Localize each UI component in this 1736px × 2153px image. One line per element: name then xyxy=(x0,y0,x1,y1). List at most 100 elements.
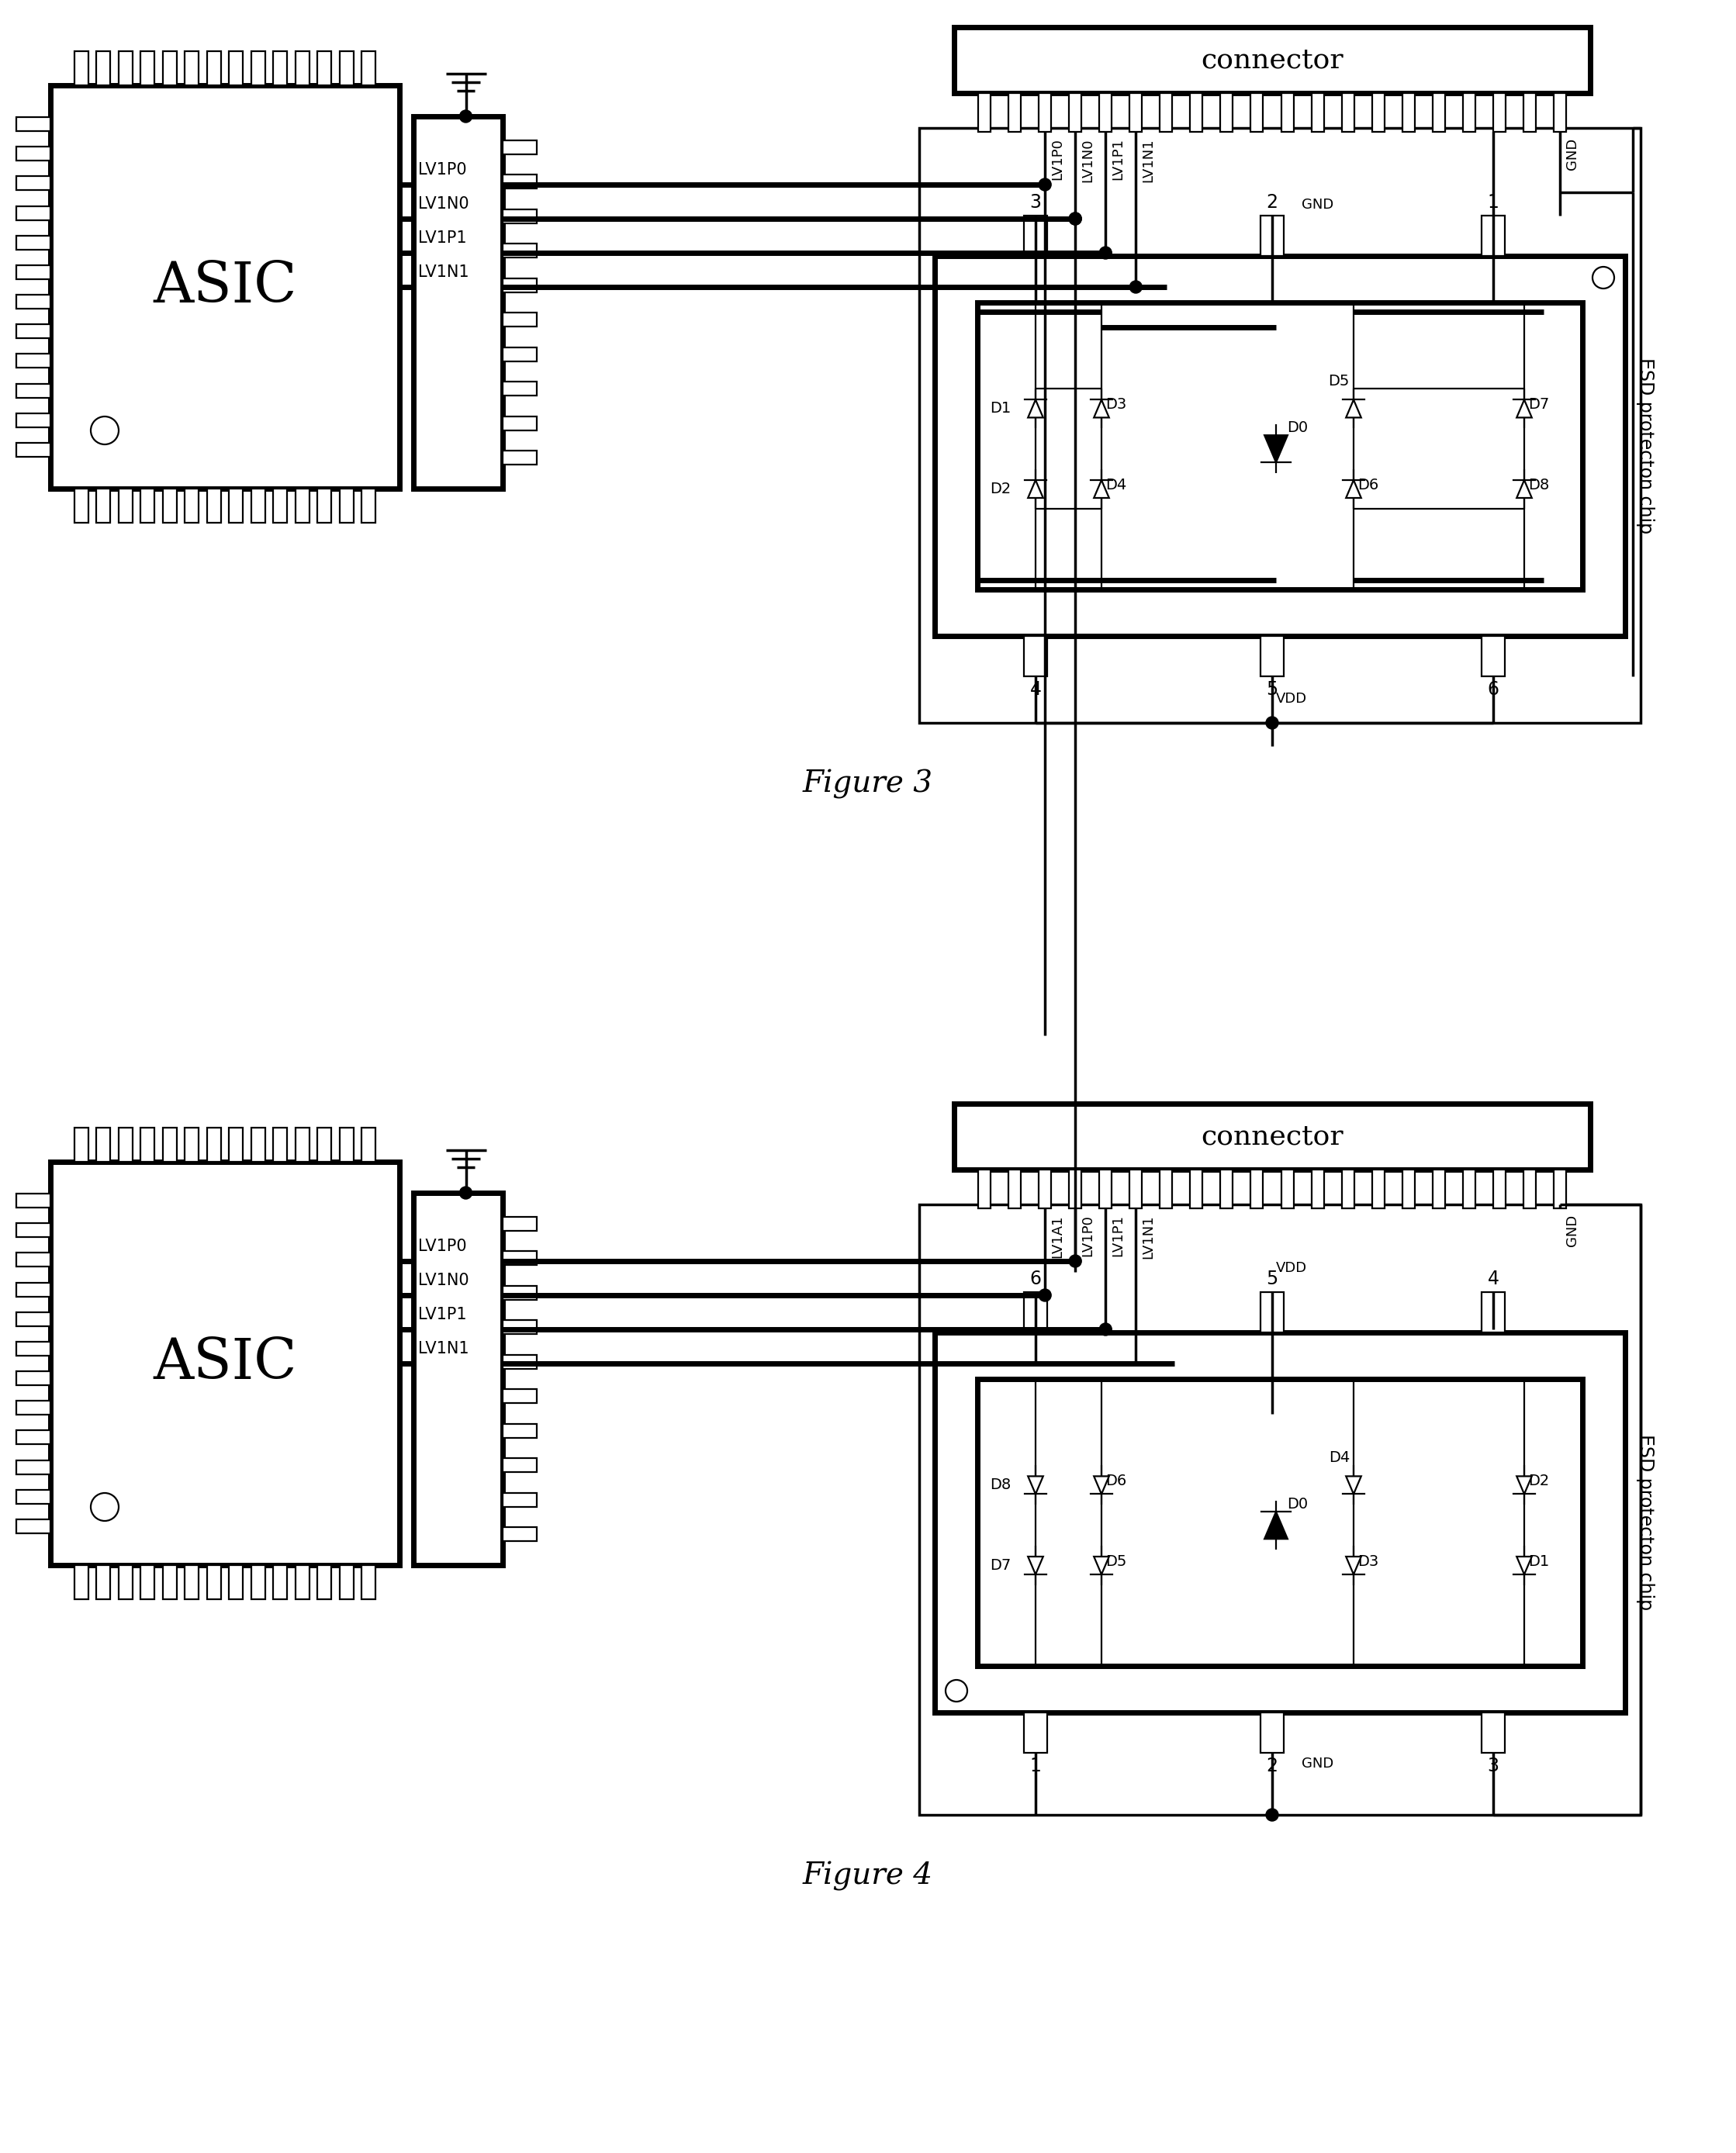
Bar xyxy=(75,52,89,86)
Bar xyxy=(141,1565,155,1600)
Circle shape xyxy=(1266,1809,1278,1821)
Text: GND: GND xyxy=(1302,198,1333,211)
Bar xyxy=(252,1128,266,1163)
Bar xyxy=(141,1128,155,1163)
Text: LV1N1: LV1N1 xyxy=(1141,1214,1154,1260)
Text: 4: 4 xyxy=(1029,680,1042,700)
Bar xyxy=(1260,1712,1283,1753)
Text: D5: D5 xyxy=(1106,1554,1127,1570)
Bar xyxy=(252,489,266,523)
Circle shape xyxy=(460,1186,472,1199)
Text: connector: connector xyxy=(1201,47,1344,73)
Bar xyxy=(977,1169,991,1208)
Bar xyxy=(918,127,1641,723)
Bar xyxy=(503,1458,536,1473)
Bar xyxy=(1160,1169,1172,1208)
Circle shape xyxy=(1038,1290,1052,1300)
Text: D4: D4 xyxy=(1106,478,1127,493)
Bar xyxy=(1009,93,1021,131)
Bar xyxy=(273,1128,286,1163)
Bar xyxy=(16,207,50,220)
Bar xyxy=(16,265,50,280)
Bar xyxy=(503,1251,536,1266)
Bar xyxy=(413,1193,503,1565)
Bar xyxy=(252,52,266,86)
Bar xyxy=(273,1565,286,1600)
Text: LV1P1: LV1P1 xyxy=(1111,138,1125,181)
Bar xyxy=(252,1565,266,1600)
Circle shape xyxy=(946,1679,967,1701)
Bar xyxy=(318,52,332,86)
Bar xyxy=(229,1565,243,1600)
Polygon shape xyxy=(1264,1511,1288,1539)
Bar xyxy=(16,235,50,250)
Bar xyxy=(1191,1169,1203,1208)
Bar xyxy=(16,444,50,456)
Bar xyxy=(503,1216,536,1232)
Text: D2: D2 xyxy=(990,482,1010,497)
Bar xyxy=(1403,93,1415,131)
Polygon shape xyxy=(1345,1477,1361,1494)
Bar xyxy=(503,209,536,224)
Bar xyxy=(1481,1292,1505,1333)
Circle shape xyxy=(1266,717,1278,730)
Bar xyxy=(361,489,375,523)
Text: D5: D5 xyxy=(1328,375,1349,388)
Bar xyxy=(184,1565,200,1600)
Bar xyxy=(934,1333,1625,1712)
Bar xyxy=(1191,93,1203,131)
Bar xyxy=(97,1565,111,1600)
Bar xyxy=(1481,635,1505,676)
Text: D0: D0 xyxy=(1286,420,1307,435)
Text: D1: D1 xyxy=(1528,1554,1549,1570)
Bar xyxy=(273,489,286,523)
Text: 5: 5 xyxy=(1266,680,1278,700)
Circle shape xyxy=(90,1492,118,1520)
Text: D3: D3 xyxy=(1358,1554,1378,1570)
Polygon shape xyxy=(1028,400,1043,418)
Bar xyxy=(1024,1292,1047,1333)
Bar xyxy=(163,52,177,86)
Bar xyxy=(16,1430,50,1445)
Bar xyxy=(184,52,200,86)
Bar xyxy=(16,1193,50,1208)
Bar xyxy=(1371,93,1384,131)
Bar xyxy=(295,489,309,523)
Bar xyxy=(16,116,50,131)
Text: 3: 3 xyxy=(1029,194,1042,211)
Circle shape xyxy=(1099,1324,1111,1335)
Circle shape xyxy=(460,110,472,123)
Bar xyxy=(229,1128,243,1163)
Text: D3: D3 xyxy=(1106,398,1127,411)
Text: 6: 6 xyxy=(1488,680,1498,700)
Text: Figure 3: Figure 3 xyxy=(802,769,934,799)
Bar xyxy=(340,52,354,86)
Bar xyxy=(503,416,536,431)
Bar xyxy=(503,1526,536,1542)
Bar xyxy=(16,1520,50,1533)
Text: LV1P0: LV1P0 xyxy=(1050,138,1064,181)
Bar xyxy=(16,1460,50,1475)
Bar xyxy=(118,1128,132,1163)
Text: ASIC: ASIC xyxy=(153,1337,297,1391)
Polygon shape xyxy=(1517,1477,1531,1494)
Bar xyxy=(207,1128,220,1163)
Bar xyxy=(503,174,536,189)
Bar xyxy=(503,1423,536,1438)
Bar xyxy=(75,489,89,523)
Bar xyxy=(934,256,1625,635)
Text: 3: 3 xyxy=(1488,1757,1498,1776)
Polygon shape xyxy=(1517,1557,1531,1574)
Bar xyxy=(340,489,354,523)
Bar xyxy=(50,86,399,489)
Bar xyxy=(118,489,132,523)
Text: ESD protecton chip: ESD protecton chip xyxy=(1635,357,1654,534)
Bar xyxy=(1099,93,1111,131)
Bar xyxy=(318,1565,332,1600)
Text: D4: D4 xyxy=(1328,1451,1349,1464)
Bar xyxy=(295,1565,309,1600)
Text: LV1A1: LV1A1 xyxy=(1050,1214,1064,1257)
Text: D7: D7 xyxy=(1528,398,1549,411)
Bar xyxy=(318,489,332,523)
Bar xyxy=(16,1223,50,1238)
